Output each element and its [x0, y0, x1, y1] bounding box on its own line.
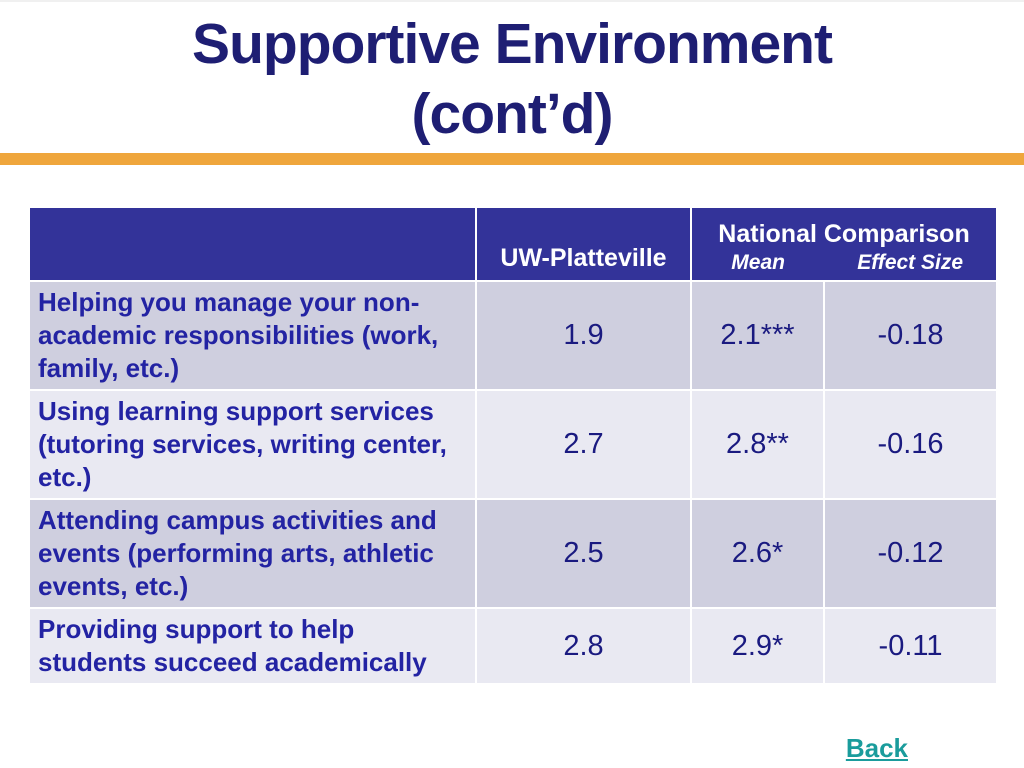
row-label-cell: Providing support to help students succe… — [28, 607, 477, 686]
back-link[interactable]: Back — [845, 733, 908, 763]
slide-title-line1: Supportive Environment — [192, 12, 833, 76]
table-row: Providing support to help students succe… — [28, 607, 999, 686]
slide-title: Supportive Environment (cont’d) — [0, 10, 1024, 149]
mean-value-cell: 2.1*** — [690, 279, 825, 392]
uwp-value-cell: 2.5 — [475, 498, 692, 610]
uwp-value-cell: 2.7 — [475, 389, 692, 501]
table-row: Using learning support services (tutorin… — [28, 389, 999, 501]
uwp-value-cell: 1.9 — [475, 279, 692, 392]
effect-size-value-cell: -0.18 — [822, 279, 999, 392]
results-table: UW-Platteville National Comparison Mean … — [28, 206, 999, 686]
mean-value-cell: 2.6* — [690, 498, 825, 610]
row-label-cell: Helping you manage your non-academic res… — [28, 279, 477, 392]
effect-size-value-cell: -0.11 — [822, 607, 999, 686]
results-table-container: UW-Platteville National Comparison Mean … — [28, 206, 999, 686]
header-mean: Mean — [731, 251, 785, 274]
header-subcolumns: Mean Effect Size — [692, 251, 996, 275]
header-empty-cell — [28, 206, 477, 282]
effect-size-value-cell: -0.12 — [822, 498, 999, 610]
row-label-cell: Attending campus activities and events (… — [28, 498, 477, 610]
row-label-cell: Using learning support services (tutorin… — [28, 389, 477, 501]
mean-value-cell: 2.9* — [690, 607, 825, 686]
effect-size-value-cell: -0.16 — [822, 389, 999, 501]
header-effect-size: Effect Size — [857, 251, 964, 274]
title-underline-bar — [0, 153, 1024, 165]
header-uw-platteville: UW-Platteville — [475, 206, 692, 282]
table-header-row: UW-Platteville National Comparison Mean … — [28, 206, 999, 282]
table-row: Attending campus activities and events (… — [28, 498, 999, 610]
table-row: Helping you manage your non-academic res… — [28, 279, 999, 392]
slide-title-line2: (cont’d) — [411, 81, 614, 146]
uwp-value-cell: 2.8 — [475, 607, 692, 686]
header-national-comparison: National Comparison Mean Effect Size — [689, 206, 999, 282]
mean-value-cell: 2.8** — [690, 389, 825, 501]
header-national-comparison-title: National Comparison — [718, 220, 970, 248]
